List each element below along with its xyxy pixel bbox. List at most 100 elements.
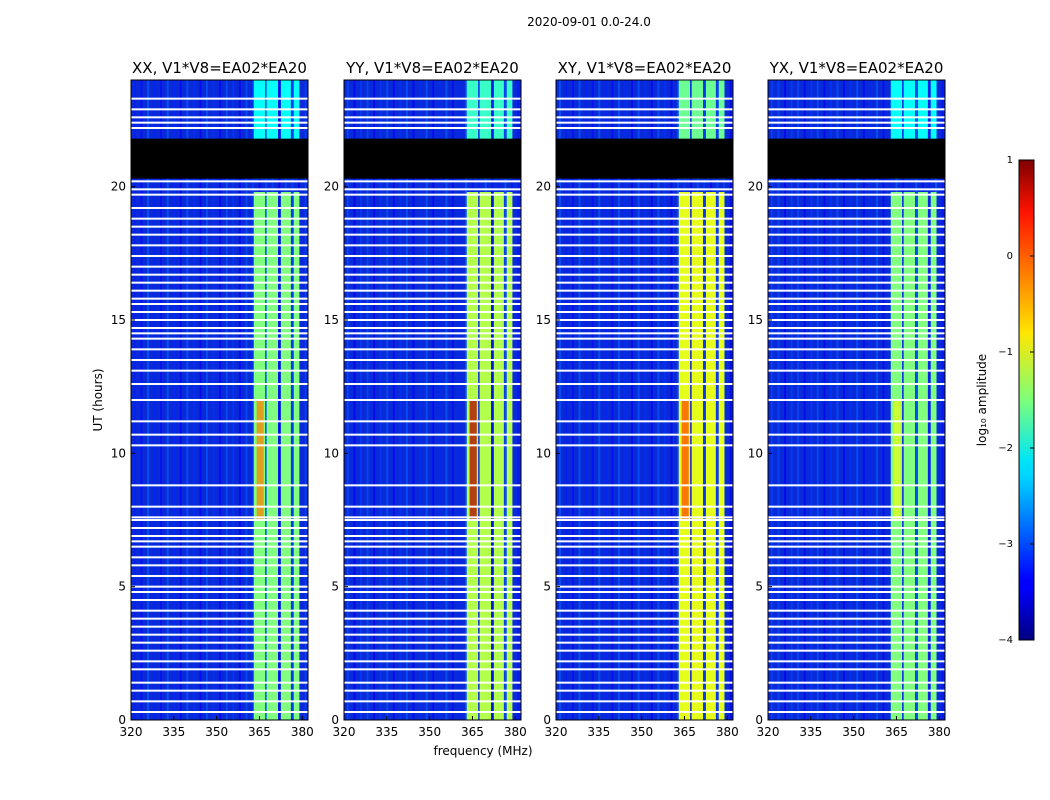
flag-line bbox=[131, 383, 308, 385]
x-tick-label: 320 bbox=[545, 725, 568, 739]
x-tick-label: 365 bbox=[248, 725, 271, 739]
flag-line bbox=[344, 399, 521, 401]
flag-line bbox=[131, 337, 308, 340]
flag-line bbox=[768, 575, 945, 577]
flag-line bbox=[556, 359, 733, 361]
heatmap-panel: YX, V1*V8=EA02*EA20 320 335 350 365 380 0 5 10 15… bbox=[748, 59, 951, 739]
flag-line bbox=[344, 681, 521, 684]
flag-line bbox=[556, 121, 733, 124]
flag-line bbox=[131, 519, 308, 521]
flag-line bbox=[344, 348, 521, 351]
flag-line bbox=[768, 545, 945, 548]
flag-line bbox=[344, 585, 521, 588]
flag-line bbox=[344, 332, 521, 335]
flag-line bbox=[344, 193, 521, 196]
flag-line bbox=[344, 516, 521, 519]
flag-line bbox=[768, 444, 945, 447]
y-tick-label: 10 bbox=[324, 446, 339, 460]
x-axis-label: frequency (MHz) bbox=[433, 744, 532, 758]
y-tick-label: 20 bbox=[748, 180, 763, 194]
colorbar-tick-label: −3 bbox=[998, 539, 1013, 550]
flag-line bbox=[344, 668, 521, 671]
flag-line bbox=[556, 303, 733, 305]
flag-line bbox=[768, 516, 945, 519]
y-tick-label: 15 bbox=[536, 313, 551, 327]
flag-line bbox=[768, 556, 945, 559]
flag-line bbox=[768, 540, 945, 543]
y-tick-label: 20 bbox=[536, 180, 551, 194]
y-tick-label: 5 bbox=[331, 580, 339, 594]
flag-line bbox=[131, 540, 308, 543]
flag-line bbox=[344, 207, 521, 209]
flag-line bbox=[131, 97, 308, 100]
flag-line bbox=[344, 617, 521, 620]
flag-line bbox=[556, 127, 733, 129]
flag-line bbox=[131, 641, 308, 644]
flag-line bbox=[768, 97, 945, 100]
panel-title: YY, V1*V8=EA02*EA20 bbox=[345, 59, 519, 77]
flag-line bbox=[131, 564, 308, 567]
flag-line bbox=[556, 319, 733, 321]
flag-line bbox=[768, 332, 945, 335]
flag-line bbox=[131, 617, 308, 620]
flag-line bbox=[131, 649, 308, 652]
flag-line bbox=[131, 609, 308, 612]
flag-line bbox=[556, 399, 733, 401]
flag-line bbox=[344, 660, 521, 663]
flag-line bbox=[131, 303, 308, 305]
flag-line bbox=[131, 545, 308, 548]
x-tick-label: 335 bbox=[375, 725, 398, 739]
flag-line bbox=[768, 255, 945, 257]
panel-title: XY, V1*V8=EA02*EA20 bbox=[558, 59, 732, 77]
flag-line bbox=[768, 641, 945, 644]
flag-line bbox=[556, 273, 733, 276]
flag-line bbox=[344, 255, 521, 257]
panel-title: XX, V1*V8=EA02*EA20 bbox=[132, 59, 307, 77]
flag-line bbox=[131, 633, 308, 636]
flag-line bbox=[131, 433, 308, 436]
flag-line bbox=[344, 540, 521, 543]
flag-line bbox=[344, 233, 521, 236]
bright-channel bbox=[917, 192, 928, 720]
flag-line bbox=[768, 319, 945, 321]
flag-line bbox=[556, 420, 733, 423]
heatmap-panel: XY, V1*V8=EA02*EA20 320 335 350 365 380 0 5 10 15… bbox=[536, 59, 739, 739]
flag-line bbox=[344, 369, 521, 372]
flag-line bbox=[344, 633, 521, 636]
flag-line bbox=[131, 233, 308, 236]
flag-line bbox=[131, 535, 308, 537]
colorbar: 1 0 −1 −2 −3 −4 log₁₀ amplitude bbox=[975, 155, 1035, 646]
y-tick-label: 20 bbox=[324, 180, 339, 194]
flag-line bbox=[131, 289, 308, 292]
y-tick-label: 10 bbox=[111, 446, 126, 460]
colorbar-ticks: 1 0 −1 −2 −3 −4 bbox=[998, 155, 1034, 646]
flag-line bbox=[131, 265, 308, 268]
flag-line bbox=[556, 689, 733, 692]
flag-line bbox=[768, 127, 945, 129]
x-tick-label: 335 bbox=[799, 725, 822, 739]
flag-line bbox=[131, 575, 308, 577]
flag-line bbox=[344, 97, 521, 100]
flag-line bbox=[768, 233, 945, 236]
y-tick-label: 10 bbox=[748, 446, 763, 460]
x-tick-label: 335 bbox=[587, 725, 610, 739]
bright-channel bbox=[506, 192, 513, 720]
bright-channel-top bbox=[890, 80, 903, 179]
flag-line bbox=[344, 180, 521, 183]
flag-line bbox=[556, 625, 733, 628]
flag-line bbox=[556, 297, 733, 300]
flag-line bbox=[556, 649, 733, 652]
flag-line bbox=[768, 689, 945, 692]
colorbar-label: log₁₀ amplitude bbox=[975, 354, 989, 446]
flag-line bbox=[556, 444, 733, 447]
flag-line bbox=[131, 319, 308, 321]
x-tick-label: 380 bbox=[716, 725, 739, 739]
flag-line bbox=[556, 484, 733, 487]
flag-line bbox=[768, 433, 945, 436]
y-tick-label: 15 bbox=[748, 313, 763, 327]
y-tick-label: 0 bbox=[755, 713, 763, 727]
flag-line bbox=[768, 297, 945, 300]
flag-line bbox=[768, 348, 945, 351]
x-tick-label: 350 bbox=[205, 725, 228, 739]
flag-line bbox=[344, 535, 521, 537]
